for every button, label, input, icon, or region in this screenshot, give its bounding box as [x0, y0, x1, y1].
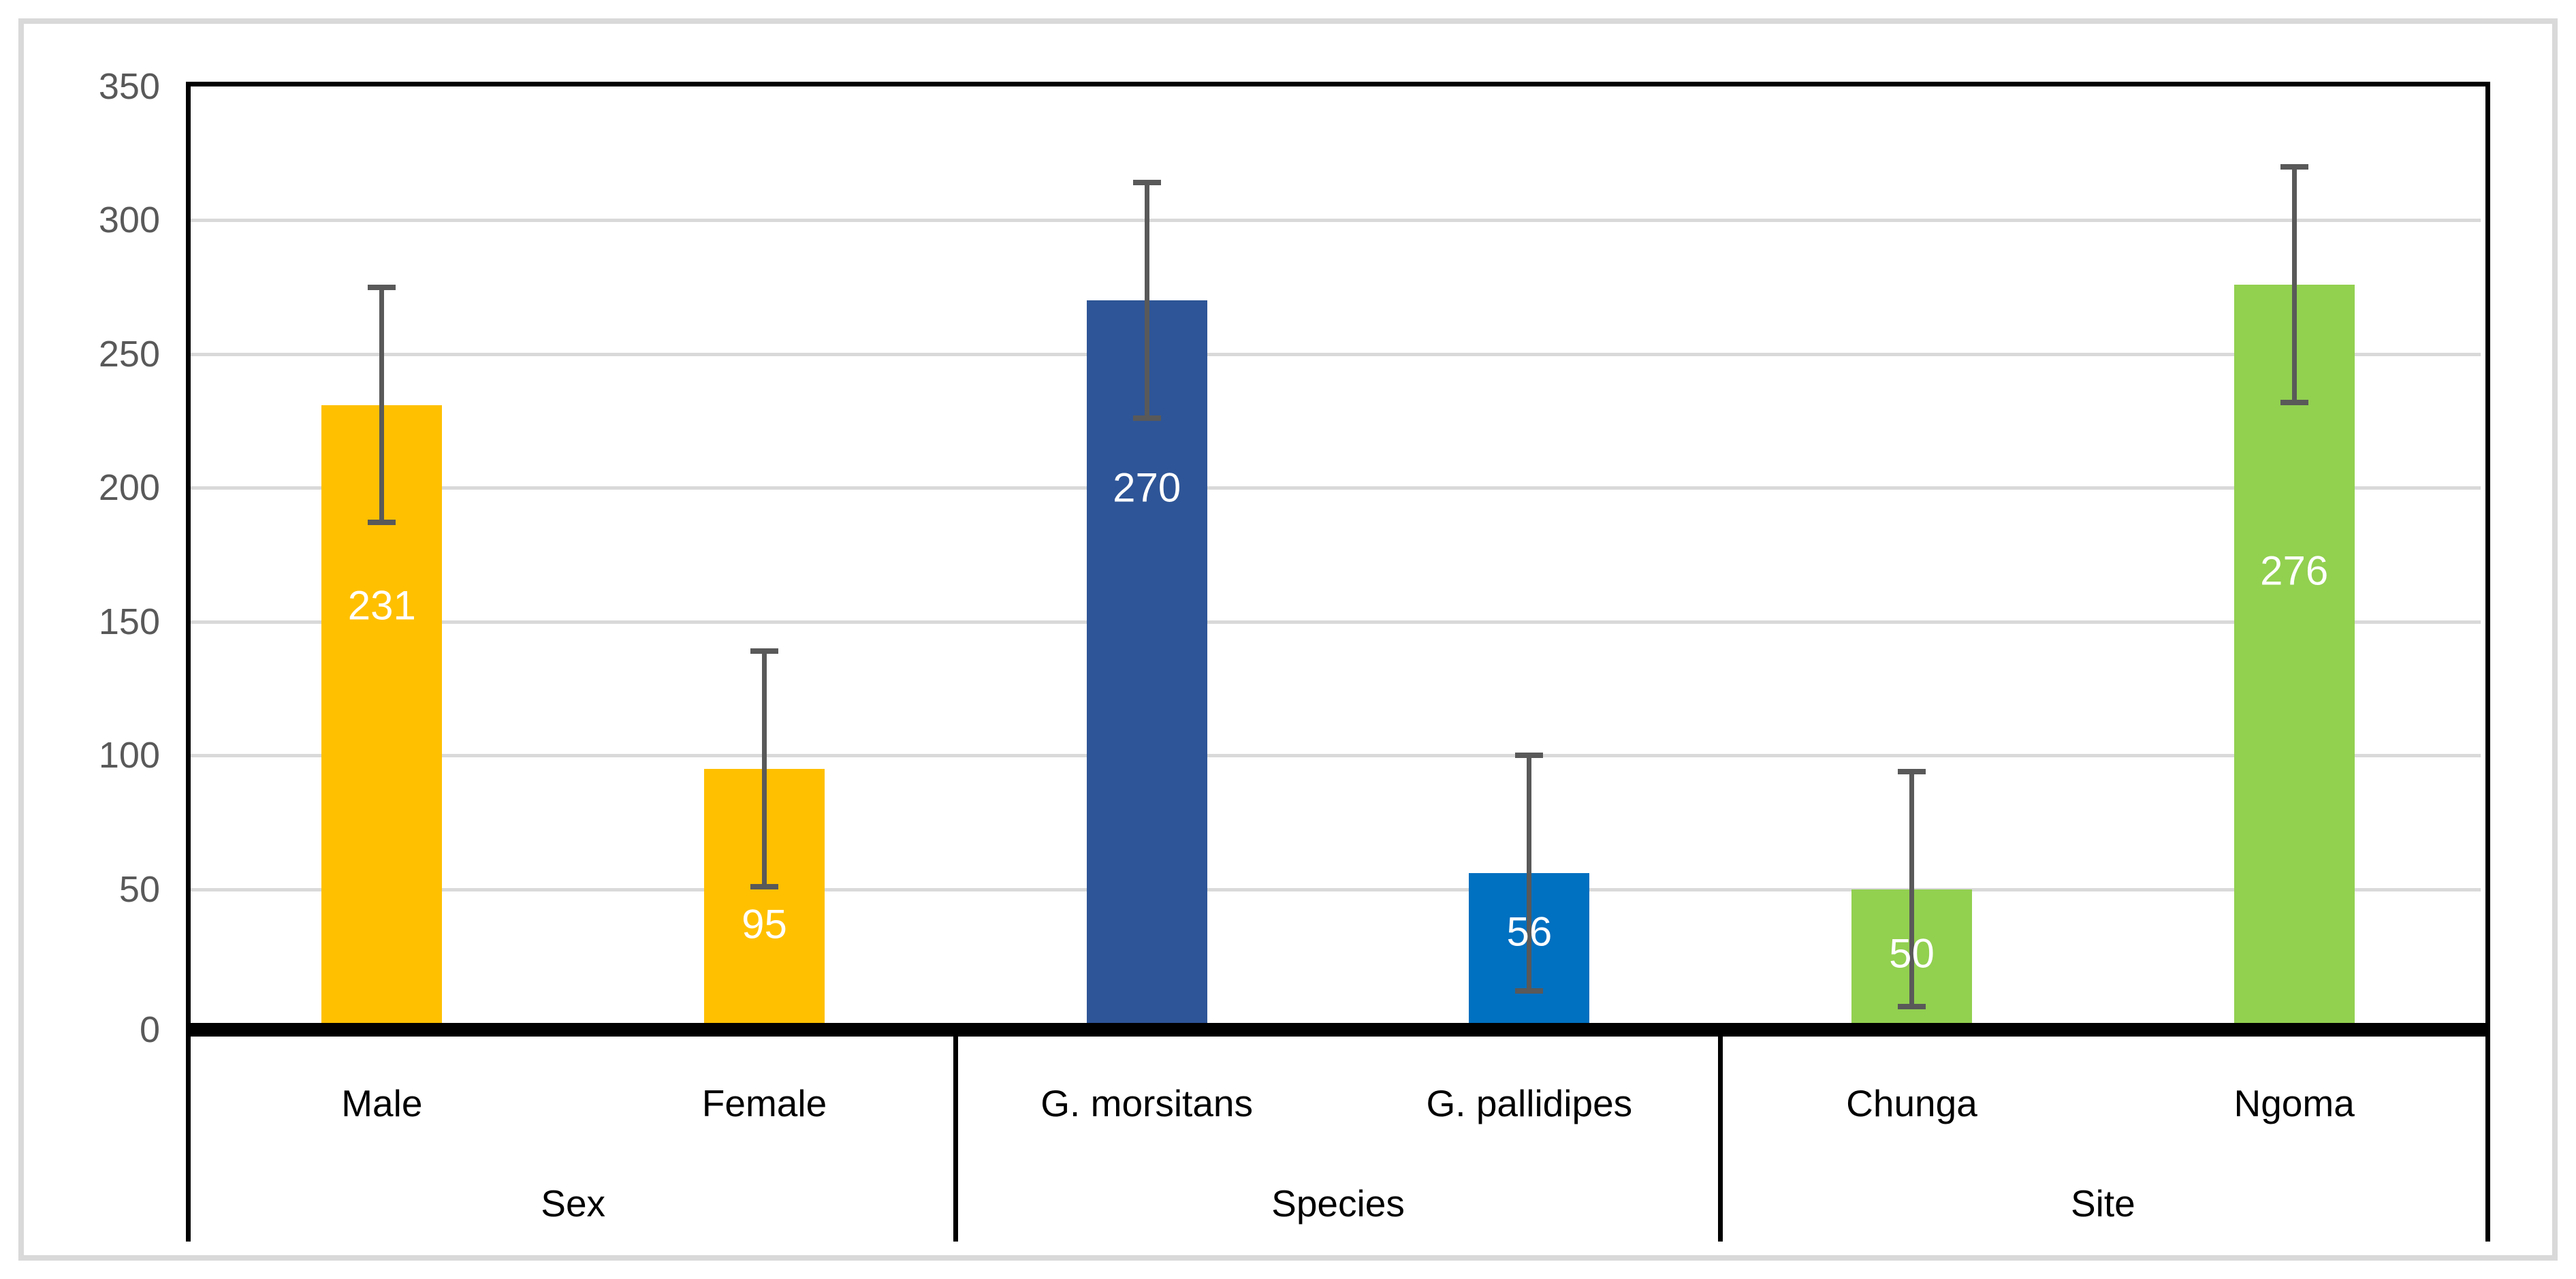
- group-label-species: Species: [1271, 1182, 1405, 1225]
- error-bar-line: [1909, 771, 1914, 1007]
- category-label-male: Male: [341, 1082, 423, 1124]
- data-label-95: 95: [742, 901, 787, 947]
- error-bar-cap: [750, 883, 778, 889]
- gridline-300: [191, 219, 2481, 223]
- gridline-50: [191, 887, 2481, 891]
- y-tick-label-150: 150: [98, 601, 160, 642]
- error-bar-cap: [368, 520, 396, 526]
- group-label-site: Site: [2070, 1182, 2135, 1225]
- category-group-separator: [186, 1023, 191, 1242]
- data-label-50: 50: [1889, 930, 1935, 977]
- category-label-g-morsitans: G. morsitans: [1040, 1082, 1254, 1124]
- gridline-250: [191, 352, 2481, 356]
- error-bar-cap: [1898, 768, 1926, 774]
- error-bar-cap: [2280, 163, 2308, 170]
- y-tick-label-200: 200: [98, 467, 160, 509]
- category-label-chunga: Chunga: [1846, 1082, 1977, 1124]
- error-bar-cap: [1132, 180, 1161, 186]
- gridline-200: [191, 486, 2481, 490]
- error-bar-cap: [2280, 399, 2308, 405]
- error-bar-line: [762, 650, 767, 887]
- error-bar-line: [1527, 755, 1532, 991]
- data-label-231: 231: [347, 582, 416, 629]
- error-bar-line: [1144, 183, 1149, 419]
- x-axis-line: [186, 1023, 2490, 1037]
- data-label-276: 276: [2260, 548, 2329, 594]
- category-label-female: Female: [701, 1082, 827, 1124]
- error-bar-cap: [1898, 1004, 1926, 1010]
- data-label-270: 270: [1113, 464, 1181, 511]
- plot-area-border: [186, 82, 2490, 1023]
- data-label-56: 56: [1506, 909, 1553, 955]
- error-bar-line: [379, 287, 385, 523]
- category-group-separator: [1718, 1023, 1723, 1242]
- error-bar-cap: [1515, 753, 1544, 759]
- y-tick-label-350: 350: [98, 66, 160, 107]
- bar-ngoma: [2233, 284, 2355, 1023]
- error-bar-cap: [1515, 988, 1544, 994]
- y-tick-label-50: 50: [118, 868, 160, 910]
- gridline-150: [191, 620, 2481, 624]
- gridline-100: [191, 754, 2481, 758]
- y-tick-label-250: 250: [98, 333, 160, 375]
- y-tick-label-300: 300: [98, 200, 160, 241]
- category-label-ngoma: Ngoma: [2233, 1082, 2355, 1124]
- category-group-separator: [953, 1023, 958, 1242]
- error-bar-cap: [750, 648, 778, 654]
- group-label-sex: Sex: [541, 1182, 606, 1225]
- category-group-separator: [2485, 1023, 2490, 1242]
- y-tick-label-0: 0: [139, 1009, 160, 1050]
- y-tick-label-100: 100: [98, 735, 160, 776]
- error-bar-cap: [368, 284, 396, 290]
- error-bar-cap: [1132, 415, 1161, 422]
- category-label-g-pallidipes: G. pallidipes: [1426, 1082, 1633, 1124]
- error-bar-line: [2291, 166, 2297, 402]
